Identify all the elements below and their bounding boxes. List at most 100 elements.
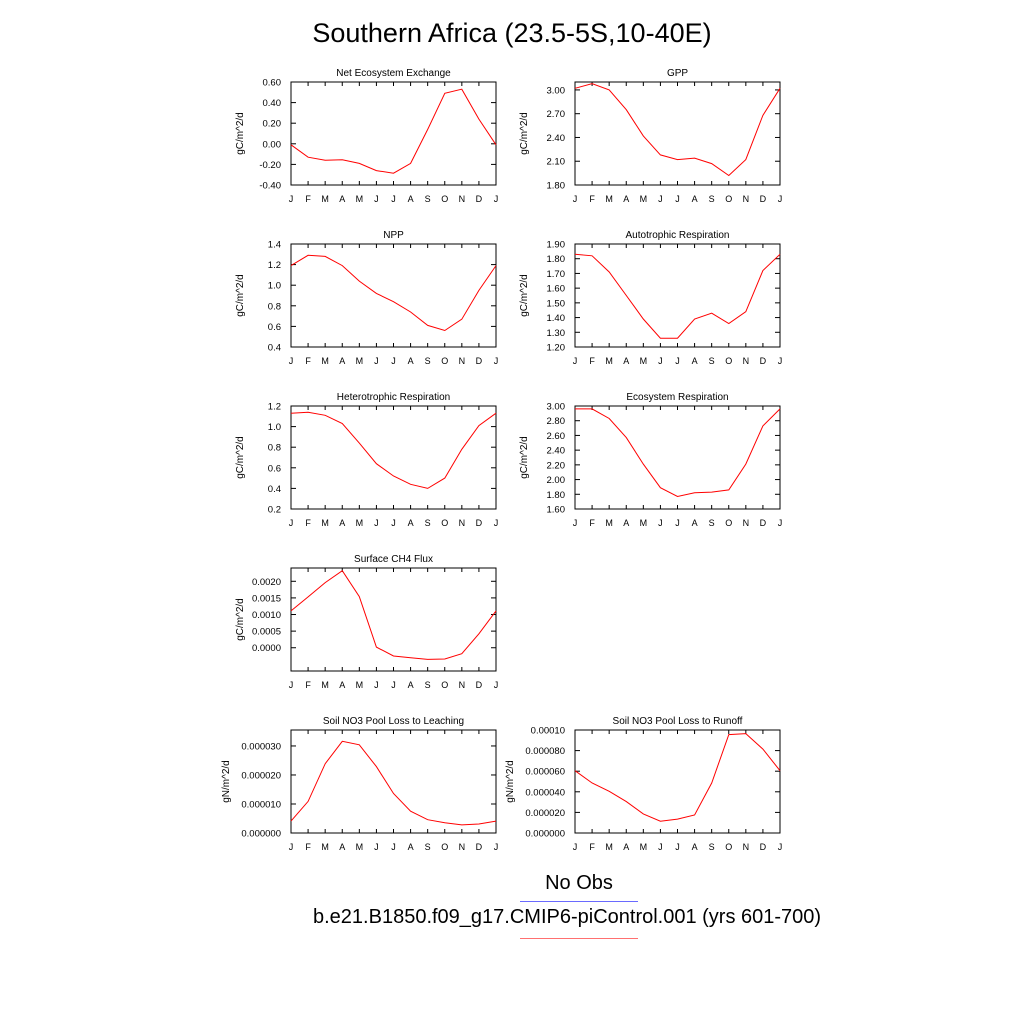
y-tick-label: 0.000020 [525, 808, 565, 819]
x-tick-label: D [760, 842, 767, 852]
x-tick-label: N [459, 518, 466, 528]
x-tick-label: J [289, 194, 294, 204]
panel-title: Autotrophic Respiration [626, 230, 730, 241]
y-axis-label: gC/m^2/d [519, 112, 530, 155]
panel-title: Heterotrophic Respiration [337, 392, 450, 403]
x-tick-label: J [374, 680, 379, 690]
x-tick-label: J [675, 518, 680, 528]
x-tick-label: A [408, 518, 414, 528]
x-tick-label: O [725, 518, 732, 528]
x-tick-label: A [623, 356, 629, 366]
x-tick-label: A [339, 680, 345, 690]
x-tick-label: S [709, 842, 715, 852]
legend-model-label: b.e21.B1850.f09_g17.CMIP6-piControl.001 … [313, 906, 822, 928]
y-tick-label: 0.0015 [252, 593, 281, 604]
x-tick-label: J [658, 356, 663, 366]
x-tick-label: J [573, 356, 578, 366]
x-tick-label: A [692, 842, 698, 852]
x-tick-label: F [589, 194, 595, 204]
y-tick-label: 1.30 [547, 328, 566, 339]
y-tick-label: 0.000000 [241, 829, 281, 840]
y-axis-label: gC/m^2/d [235, 274, 246, 317]
panel-title: GPP [667, 68, 688, 79]
x-tick-label: A [623, 194, 629, 204]
x-tick-label: S [709, 194, 715, 204]
figure-title: Southern Africa (23.5-5S,10-40E) [312, 18, 712, 48]
x-tick-label: J [675, 842, 680, 852]
x-tick-label: F [589, 518, 595, 528]
x-tick-label: J [289, 842, 294, 852]
x-tick-label: A [408, 356, 414, 366]
x-tick-label: N [459, 194, 466, 204]
y-tick-label: 0.000060 [525, 767, 565, 778]
series-line [290, 411, 497, 489]
plot-frame [290, 81, 497, 186]
x-tick-label: F [305, 518, 311, 528]
y-tick-label: 0.0020 [252, 577, 281, 588]
x-tick-label: S [709, 518, 715, 528]
x-tick-label: D [760, 356, 767, 366]
x-tick-label: M [321, 842, 329, 852]
x-tick-label: A [692, 356, 698, 366]
plot-frame [290, 405, 497, 510]
x-tick-label: J [391, 518, 396, 528]
y-tick-label: 1.60 [547, 505, 566, 516]
x-tick-label: A [339, 194, 345, 204]
x-tick-label: O [441, 842, 448, 852]
x-tick-label: A [623, 842, 629, 852]
series-line [290, 88, 497, 174]
y-tick-label: 0.20 [263, 119, 282, 130]
series-line [575, 408, 781, 498]
y-tick-label: 0.40 [263, 98, 282, 109]
x-tick-label: D [476, 194, 483, 204]
y-tick-label: 0.000000 [525, 829, 565, 840]
x-tick-label: O [441, 680, 448, 690]
x-tick-label: O [441, 194, 448, 204]
x-tick-label: J [675, 194, 680, 204]
x-tick-label: M [356, 518, 364, 528]
x-tick-label: A [408, 194, 414, 204]
y-tick-label: 3.00 [547, 402, 566, 413]
x-tick-label: J [391, 842, 396, 852]
y-tick-label: 1.70 [547, 269, 566, 280]
y-tick-label: 0.00010 [531, 726, 565, 737]
x-tick-label: M [356, 680, 364, 690]
x-tick-label: J [374, 842, 379, 852]
x-tick-label: M [356, 842, 364, 852]
y-tick-label: 2.40 [547, 446, 566, 457]
x-tick-label: J [778, 356, 783, 366]
y-tick-label: 1.80 [547, 181, 566, 192]
panel-title: Ecosystem Respiration [626, 392, 728, 403]
y-tick-label: -0.40 [259, 181, 281, 192]
y-tick-label: 0.000080 [525, 746, 565, 757]
x-tick-label: J [573, 518, 578, 528]
y-tick-label: 1.60 [547, 284, 566, 295]
x-tick-label: O [441, 518, 448, 528]
series-line [574, 733, 781, 822]
x-tick-label: J [374, 356, 379, 366]
x-tick-label: S [425, 842, 431, 852]
legend-model-line [520, 938, 638, 939]
plot-frame [574, 81, 781, 186]
x-tick-label: J [374, 194, 379, 204]
y-tick-label: 1.80 [547, 490, 566, 501]
x-tick-label: J [658, 194, 663, 204]
x-tick-label: M [321, 194, 329, 204]
x-tick-label: J [374, 518, 379, 528]
y-tick-label: 2.70 [547, 109, 566, 120]
y-tick-label: 0.60 [263, 78, 282, 89]
y-tick-label: 2.80 [547, 416, 566, 427]
y-axis-label: gC/m^2/d [519, 436, 530, 479]
x-tick-label: S [425, 194, 431, 204]
x-tick-label: D [476, 842, 483, 852]
y-tick-label: 1.90 [547, 240, 566, 251]
x-tick-label: D [760, 518, 767, 528]
plot-frame [574, 729, 781, 834]
panel-title: NPP [383, 230, 404, 241]
x-tick-label: A [339, 842, 345, 852]
